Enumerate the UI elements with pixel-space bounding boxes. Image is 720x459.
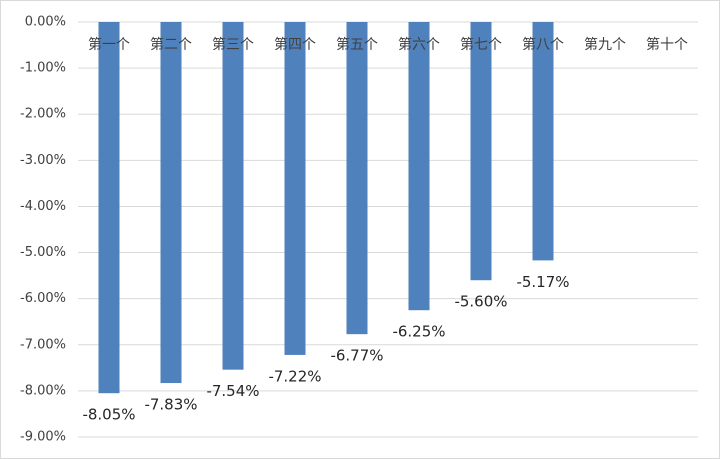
value-label: -7.83%	[144, 396, 197, 414]
x-tick-label: 第六个	[398, 36, 440, 53]
x-tick-label: 第八个	[522, 36, 564, 53]
x-tick-label: 第十个	[646, 36, 688, 53]
x-tick-label: 第一个	[88, 36, 130, 53]
x-tick-label: 第七个	[460, 36, 502, 53]
value-label: -7.54%	[206, 382, 259, 400]
value-label: -8.05%	[82, 406, 135, 424]
x-tick-label: 第九个	[584, 36, 626, 53]
labels: 0.00% -1.00% -2.00% -3.00% -4.00% -5.00% -6.00…	[20, 15, 688, 445]
value-label: -5.17%	[516, 273, 569, 291]
bar	[346, 22, 368, 335]
value-label: -6.25%	[392, 323, 445, 341]
bar	[222, 22, 244, 370]
bar	[160, 22, 182, 384]
x-tick-label: 第五个	[336, 36, 378, 53]
x-tick-label: 第二个	[150, 36, 192, 53]
value-label: -6.77%	[330, 347, 383, 365]
y-tick-label: -2.00%	[20, 107, 66, 122]
value-label: -7.22%	[268, 367, 321, 385]
y-tick-label: -6.00%	[20, 291, 66, 306]
bars	[98, 22, 554, 394]
bar	[532, 22, 554, 261]
value-label: -5.60%	[454, 293, 507, 311]
y-tick-label: -4.00%	[20, 199, 66, 214]
y-tick-label: 0.00%	[25, 15, 66, 30]
y-tick-label: -3.00%	[20, 153, 66, 168]
x-tick-label: 第三个	[212, 36, 254, 53]
y-tick-label: -9.00%	[20, 430, 66, 445]
y-tick-label: -1.00%	[20, 61, 66, 76]
y-tick-label: -5.00%	[20, 245, 66, 260]
bar	[98, 22, 120, 394]
x-tick-label: 第四个	[274, 36, 316, 53]
y-tick-label: -7.00%	[20, 337, 66, 352]
bar	[408, 22, 430, 311]
bar	[284, 22, 306, 355]
bar	[470, 22, 492, 281]
y-tick-label: -8.00%	[20, 383, 66, 398]
